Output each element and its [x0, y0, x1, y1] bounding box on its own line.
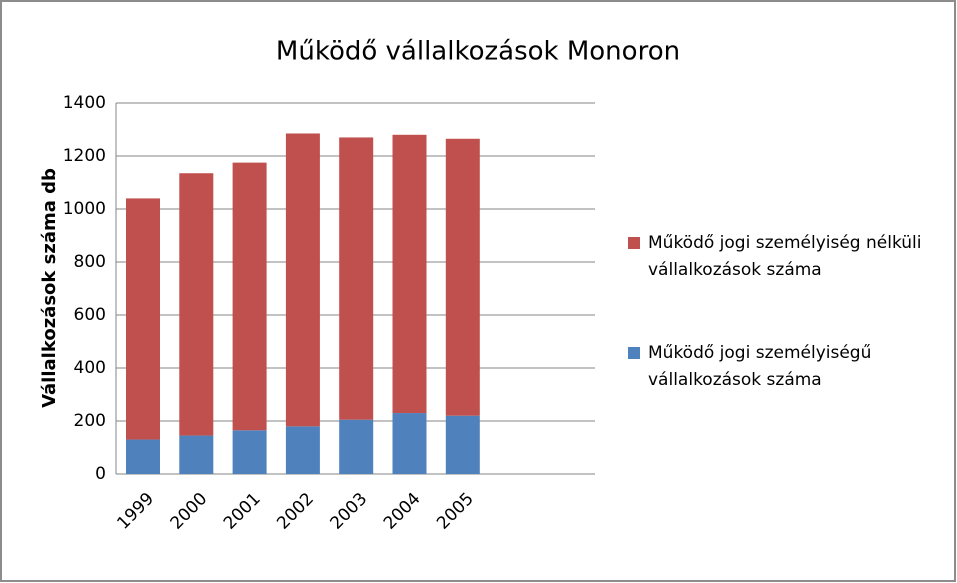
bar-segment — [285, 426, 320, 474]
y-tick-label: 0 — [95, 464, 106, 484]
legend-label: Működő jogi személyiségű vállalkozások s… — [648, 343, 872, 390]
y-tick-label: 1000 — [63, 199, 106, 219]
bar-segment — [445, 415, 480, 474]
y-tick-label: 1200 — [63, 146, 106, 166]
y-axis-label: Vállalkozások száma db — [39, 168, 60, 408]
bar-segment — [285, 133, 320, 427]
y-tick-label: 400 — [74, 358, 106, 378]
y-tick-label: 600 — [74, 305, 106, 325]
bar-segment — [339, 137, 374, 420]
bar-segment — [392, 413, 427, 474]
legend-item: Működő jogi személyiségű vállalkozások s… — [628, 340, 948, 394]
bar-segment — [179, 173, 214, 436]
bar-segment — [392, 134, 427, 414]
y-tick-label: 800 — [74, 252, 106, 272]
legend-swatch — [628, 347, 640, 359]
bar-segment — [232, 430, 267, 474]
y-tick-label: 1400 — [63, 93, 106, 113]
y-tick-label: 200 — [74, 411, 106, 431]
legend-swatch — [628, 237, 640, 249]
bar-segment — [445, 138, 480, 416]
legend-item: Működő jogi személyiség nélküli vállalko… — [628, 230, 948, 284]
chart-title: Működő vállalkozások Monoron — [276, 37, 680, 67]
bar-segment — [339, 419, 374, 474]
bar-segment — [179, 435, 214, 474]
bar-segment — [126, 198, 160, 440]
bar-segment — [232, 162, 267, 431]
bar-segment — [126, 439, 160, 474]
legend-label: Működő jogi személyiség nélküli vállalko… — [648, 233, 922, 280]
